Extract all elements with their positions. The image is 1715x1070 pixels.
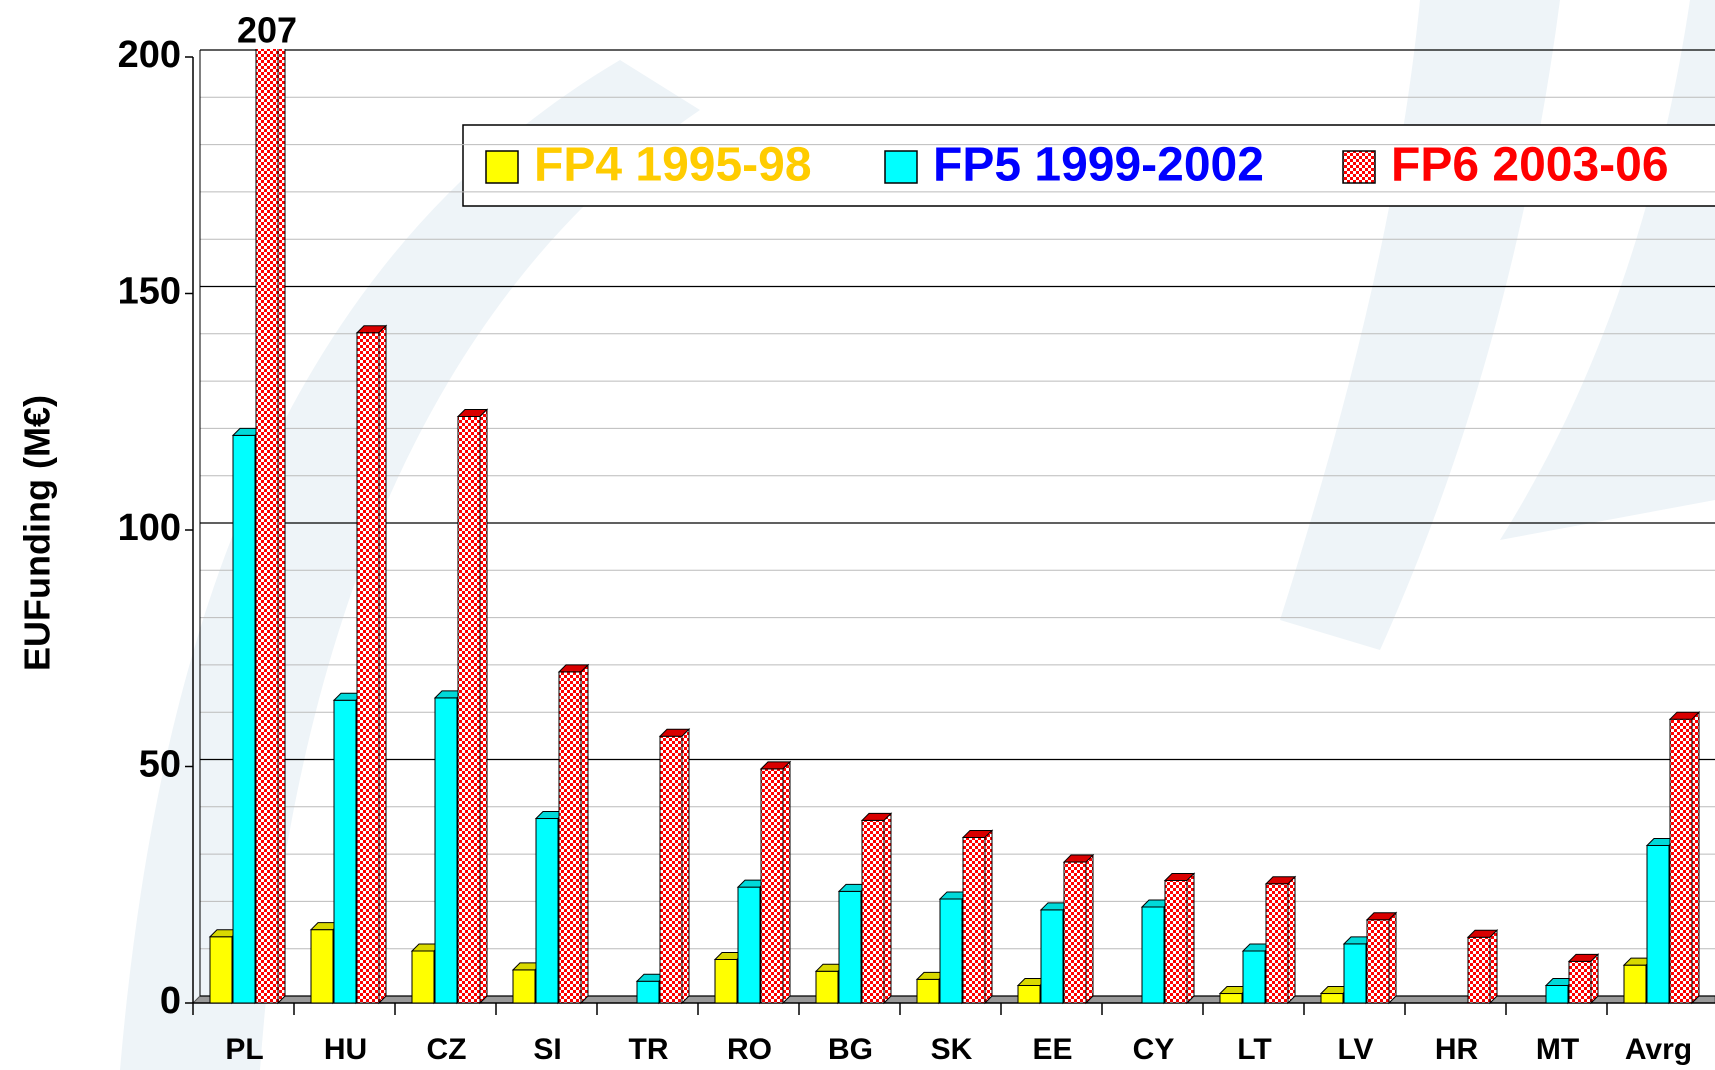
- bar: [535, 818, 559, 1004]
- bar-side: [378, 324, 387, 1005]
- bar: [939, 898, 963, 1004]
- bar-side: [1085, 853, 1094, 1005]
- x-tick-label: PL: [225, 1033, 263, 1066]
- x-tick-label: SK: [931, 1033, 973, 1066]
- bar-side: [1388, 911, 1397, 1005]
- plot-area: [208, 49, 1701, 1005]
- bar: [1141, 906, 1165, 1004]
- value-label: 207: [237, 10, 297, 51]
- bar: [636, 980, 660, 1004]
- legend-label: FP4 1995-98: [534, 139, 812, 192]
- y-tick-label: 150: [118, 271, 181, 313]
- legend-swatch: [1342, 150, 1376, 184]
- bar: [659, 735, 683, 1004]
- bar: [1366, 919, 1390, 1004]
- bar-side: [782, 760, 791, 1005]
- x-tick-label: LV: [1337, 1033, 1373, 1066]
- bar-side: [1186, 872, 1195, 1005]
- bar: [714, 958, 738, 1004]
- bar: [1040, 909, 1064, 1004]
- x-tick-label: LT: [1237, 1033, 1271, 1066]
- legend: FP4 1995-98 FP5 1999-2002 FP6 2003-06: [462, 124, 1715, 207]
- x-tick-label: EE: [1032, 1033, 1072, 1066]
- x-tick-label: TR: [629, 1033, 669, 1066]
- legend-swatch: [884, 150, 918, 184]
- bar: [1343, 943, 1367, 1004]
- bar: [1242, 950, 1266, 1004]
- y-tick-label: 100: [118, 507, 181, 549]
- bar: [209, 936, 233, 1004]
- x-tick-label: BG: [828, 1033, 873, 1066]
- x-tick-label: CZ: [427, 1033, 467, 1066]
- y-axis-label: EUFunding (M€): [17, 395, 58, 671]
- bar-side: [984, 829, 993, 1005]
- bar: [333, 699, 357, 1004]
- bar: [457, 415, 481, 1004]
- y-tick-label: 200: [118, 34, 181, 76]
- bar: [411, 950, 435, 1004]
- bar: [1623, 964, 1647, 1004]
- bar-side: [479, 408, 488, 1005]
- bar: [1164, 879, 1188, 1004]
- bar: [962, 836, 986, 1004]
- bar: [434, 697, 458, 1004]
- bar-side: [883, 812, 892, 1005]
- bar: [838, 890, 862, 1004]
- bar: [916, 978, 940, 1004]
- bar: [255, 49, 279, 1004]
- bar-side: [1590, 953, 1599, 1005]
- bar: [356, 332, 380, 1004]
- bar: [1265, 883, 1289, 1004]
- bar: [1017, 984, 1041, 1004]
- bar-side: [1691, 710, 1700, 1005]
- bar: [1646, 844, 1670, 1004]
- bar: [760, 768, 784, 1004]
- bar-side: [277, 49, 286, 1005]
- bar-side: [681, 728, 690, 1005]
- bar: [861, 819, 885, 1004]
- y-tick-label: 0: [160, 980, 181, 1022]
- bar: [815, 970, 839, 1004]
- bar: [232, 434, 256, 1004]
- bar-side: [1287, 875, 1296, 1005]
- bar: [1320, 993, 1344, 1004]
- bar: [512, 969, 536, 1004]
- bar: [1219, 993, 1243, 1004]
- bar: [1063, 861, 1087, 1004]
- x-tick-label: RO: [727, 1033, 772, 1066]
- legend-box: [462, 124, 1715, 207]
- bar: [1669, 718, 1693, 1004]
- bar: [737, 886, 761, 1004]
- x-tick-label: CY: [1133, 1033, 1175, 1066]
- bar-side: [1489, 929, 1498, 1005]
- bar: [1545, 984, 1569, 1004]
- bar-side: [580, 663, 589, 1005]
- legend-label: FP5 1999-2002: [933, 139, 1264, 192]
- legend-swatch: [485, 150, 519, 184]
- y-tick-label: 50: [139, 744, 181, 786]
- x-tick-label: MT: [1536, 1033, 1579, 1066]
- x-tick-label: SI: [533, 1033, 561, 1066]
- bar: [310, 929, 334, 1004]
- legend-label: FP6 2003-06: [1391, 139, 1669, 192]
- bar: [1467, 936, 1491, 1004]
- x-tick-label: HU: [324, 1033, 367, 1066]
- x-tick-label: HR: [1435, 1033, 1479, 1066]
- bar: [1568, 960, 1592, 1004]
- bar: [558, 671, 582, 1004]
- x-tick-label: Avrg: [1625, 1033, 1692, 1066]
